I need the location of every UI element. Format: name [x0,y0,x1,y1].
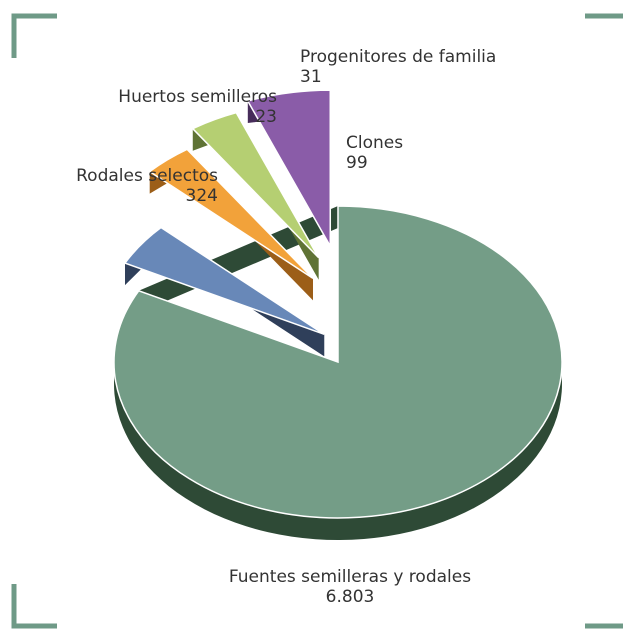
pie-slice-1 [123,226,325,336]
slice-value-1: 324 [186,186,218,206]
pie-slice-2 [148,148,314,279]
slice-label-1: Rodales selectos [76,166,218,186]
corner-bracket-top-left [11,13,57,58]
slice-label-2: Huertos semilleros [118,87,277,107]
slice-value-3: 31 [300,67,322,87]
slice-label-3: Progenitores de familia [300,47,496,67]
slice-value-4: 99 [346,153,368,173]
pie-slice-tops [113,89,563,519]
pie-slice-4 [246,89,332,249]
pie-slice-3 [191,111,320,259]
corner-bracket-bottom-left [11,584,57,629]
slice-label-4: Clones [346,133,403,153]
corner-brackets [11,13,623,629]
slice-value-2: 23 [255,107,277,127]
slice-value-0: 6.803 [326,587,375,607]
pie-slice-0 [113,205,563,519]
slice-label-0: Fuentes semilleras y rodales [229,567,471,587]
